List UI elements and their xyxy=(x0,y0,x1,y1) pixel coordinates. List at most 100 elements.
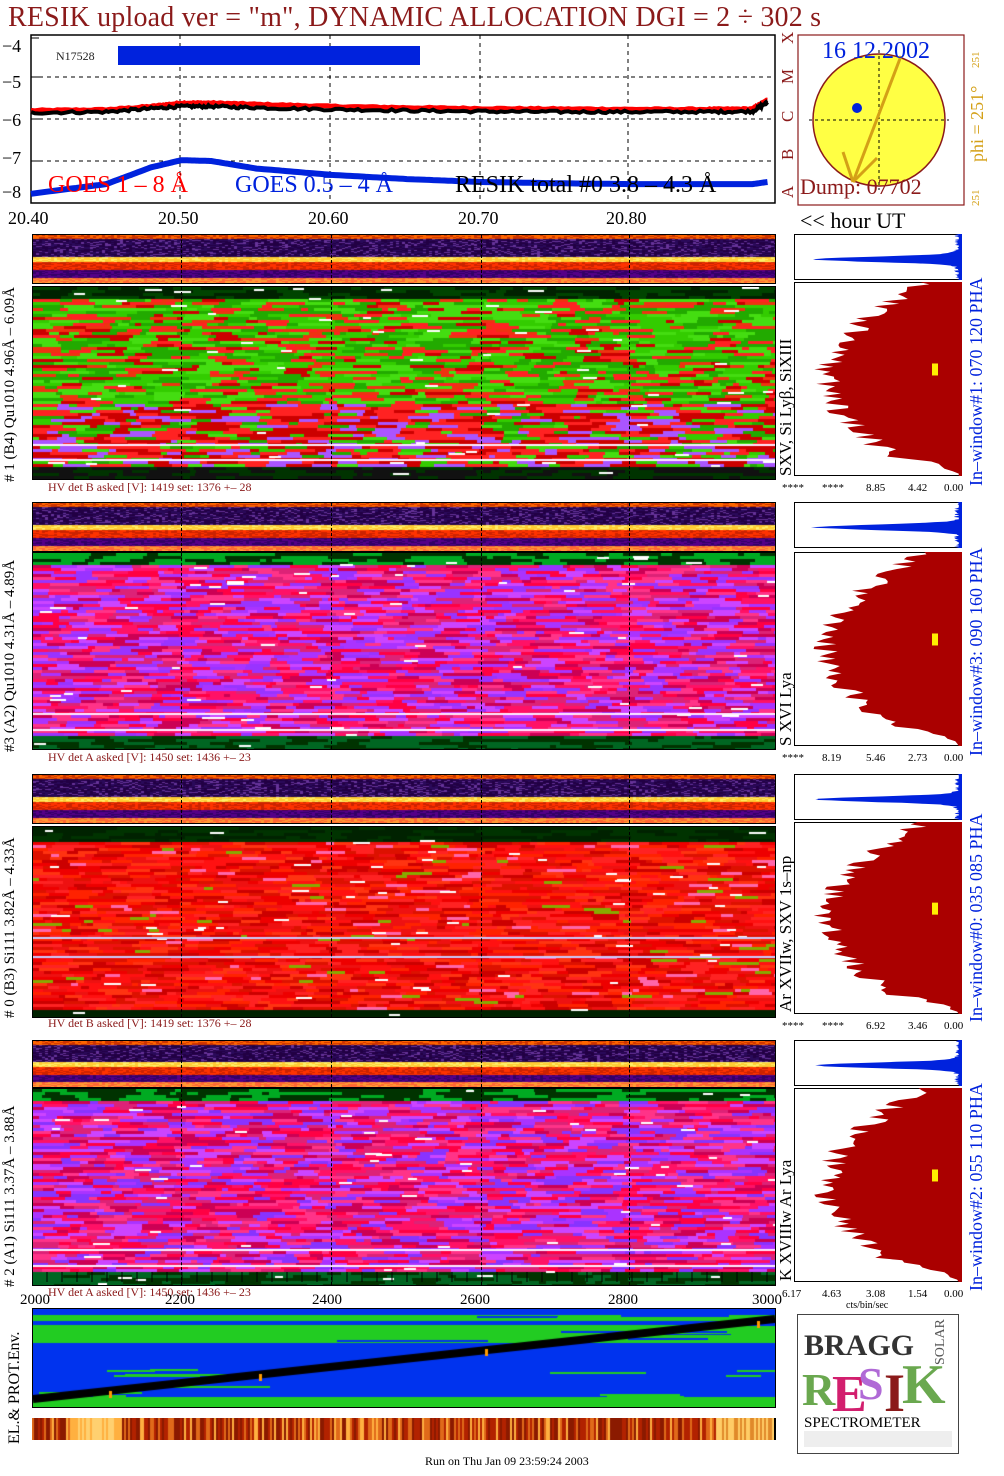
time-grid xyxy=(481,1089,482,1285)
window-label-ch0: In–window#0: 035 085 PHA xyxy=(966,813,986,1022)
time-grid xyxy=(481,775,482,823)
pha-tick-ch1-0: **** xyxy=(782,482,804,494)
sun-position-panel xyxy=(797,34,965,206)
goes-ylabel-2: −6 xyxy=(2,110,22,130)
hv-status-ch3: HV det A asked [V]: 1450 set: 1436 +– 23 xyxy=(48,750,251,764)
spectrogram-band-ch0 xyxy=(32,774,776,824)
pha-tick-ch2-3: 1.54 xyxy=(908,1288,928,1300)
active-region-label: N17528 xyxy=(56,49,95,63)
pha-peak-ch3 xyxy=(794,502,962,548)
environment-panel xyxy=(32,1308,776,1408)
goes-ylabel-3: −7 xyxy=(2,148,22,168)
pha-tick-ch0-3: 3.46 xyxy=(908,1020,928,1032)
legend-goes-long: GOES 1 – 8 Å xyxy=(48,172,189,198)
time-grid xyxy=(331,827,332,1017)
crystal-label-ch2: # 2 (A1) Si111 3.37Å – 3.88Å xyxy=(2,1105,18,1287)
pha-histogram-ch0 xyxy=(794,822,962,1014)
time-grid xyxy=(481,287,482,479)
pha-window-marker xyxy=(932,902,938,915)
pointing-arrow xyxy=(851,55,903,183)
pha-peak-ch1 xyxy=(794,234,962,280)
spectrogram-band-ch1 xyxy=(32,234,776,284)
time-grid xyxy=(629,553,630,749)
time-grid xyxy=(181,235,182,283)
window-label-ch1: In–window#1: 070 120 PHA xyxy=(966,277,986,486)
logo-artwork: BRAGG R E S I K SOLAR SPECTROMETER xyxy=(802,1318,952,1447)
pha-tick-ch3-4: 0.00 xyxy=(944,752,964,764)
phi-angle: phi = 251° xyxy=(967,85,987,162)
run-timestamp: Run on Thu Jan 09 23:59:24 2003 xyxy=(425,1454,589,1468)
bottom-axis-label-0: 2000 xyxy=(20,1292,50,1308)
line-label-ch3: S XVI Lya xyxy=(776,672,795,746)
pha-tick-ch2-1: 4.63 xyxy=(822,1288,842,1300)
goes-series-resik xyxy=(30,99,769,116)
pha-window-marker xyxy=(932,363,938,376)
pha-tick-ch0-1: **** xyxy=(822,1020,844,1032)
time-grid xyxy=(331,1041,332,1087)
pha-tick-ch1-2: 8.85 xyxy=(866,482,886,494)
legend-goes-short: GOES 0.5 – 4 Å xyxy=(235,172,394,198)
bottom-axis-label-4: 2800 xyxy=(608,1292,638,1308)
line-label-ch1: SXV, Si Lyβ, SiXIII xyxy=(776,338,795,476)
observation-date: 16 12 2002 xyxy=(822,38,930,64)
time-grid xyxy=(181,287,182,479)
pha-histogram-ch1 xyxy=(794,282,962,476)
pha-peak-ch0 xyxy=(794,774,962,820)
time-grid xyxy=(331,775,332,823)
time-grid xyxy=(629,775,630,823)
hour-ut-label: << hour UT xyxy=(800,208,906,233)
hv-status-ch0: HV det B asked [V]: 1419 set: 1376 +– 28 xyxy=(48,1016,252,1030)
spectrogram-band-ch3 xyxy=(32,502,776,552)
line-label-ch2: K XVIIIw Ar Lya xyxy=(776,1159,795,1281)
pha-tick-ch2-0: 6.17 xyxy=(782,1288,802,1300)
active-region-bar xyxy=(118,46,420,65)
line-label-ch0: Ar XVIIw, SXV 1s–np xyxy=(776,855,795,1012)
flare-position-dot xyxy=(852,103,862,113)
resik-logo: BRAGG R E S I K SOLAR SPECTROMETER xyxy=(797,1314,959,1454)
time-grid xyxy=(629,235,630,283)
time-grid xyxy=(331,287,332,479)
spectrogram-ch0 xyxy=(32,826,776,1018)
time-label-2: 20.60 xyxy=(308,208,349,228)
sun-disk xyxy=(812,53,946,187)
goes-ylabel-1: −5 xyxy=(2,72,22,92)
time-grid xyxy=(181,827,182,1017)
time-grid xyxy=(481,827,482,1017)
pha-tick-ch3-0: **** xyxy=(782,752,804,764)
goes-grid xyxy=(31,35,775,204)
pha-tick-ch1-1: **** xyxy=(822,482,844,494)
time-grid xyxy=(331,553,332,749)
time-grid xyxy=(181,1089,182,1285)
goes-class-0: X xyxy=(778,31,797,44)
legend-resik: RESIK total #0 3.8 – 4.3 Å xyxy=(455,172,717,198)
dump-number: Dump: 07702 xyxy=(800,174,922,199)
pha-tick-ch3-3: 2.73 xyxy=(908,752,928,764)
pha-tick-ch0-4: 0.00 xyxy=(944,1020,964,1032)
timeline-strip xyxy=(32,1418,776,1440)
pha-tick-ch1-3: 4.42 xyxy=(908,482,928,494)
time-grid xyxy=(331,1089,332,1285)
pha-histogram-ch2 xyxy=(794,1088,962,1282)
logo-resik-k: K xyxy=(902,1354,946,1416)
hv-status-ch2: HV det A asked [V]: 1450 set: 1436 +– 23 xyxy=(48,1285,251,1299)
logo-resik-r: R xyxy=(802,1364,836,1415)
logo-resik-e: E xyxy=(832,1366,867,1423)
logo-spectrometer: SPECTROMETER xyxy=(804,1415,921,1431)
time-grid xyxy=(181,553,182,749)
time-label-0: 20.40 xyxy=(8,208,49,228)
crystal-label-ch1: # 1 (B4) Qu1010 4.96Å – 6.09Å xyxy=(2,287,18,482)
hv-status-ch1: HV det B asked [V]: 1419 set: 1376 +– 28 xyxy=(48,480,252,494)
time-label-1: 20.50 xyxy=(158,208,199,228)
window-label-ch2: In–window#2: 055 110 PHA xyxy=(966,1083,986,1291)
goes-class-4: A xyxy=(778,185,797,198)
time-grid xyxy=(181,1041,182,1087)
crystal-label-ch0: # 0 (B3) Si111 3.82Å – 4.33Å xyxy=(2,837,18,1018)
spectrogram-ch2 xyxy=(32,1088,776,1286)
time-grid xyxy=(629,1041,630,1087)
crystal-label-ch3: #3 (A2) Qu1010 4.31Å – 4.89Å xyxy=(2,559,18,752)
pha-tick-ch2-4: 0.00 xyxy=(944,1288,964,1300)
goes-lines xyxy=(30,97,769,197)
time-grid xyxy=(481,503,482,551)
pha-peak-ch2 xyxy=(794,1040,962,1086)
plot-title: RESIK upload ver = "m", DYNAMIC ALLOCATI… xyxy=(8,2,822,33)
